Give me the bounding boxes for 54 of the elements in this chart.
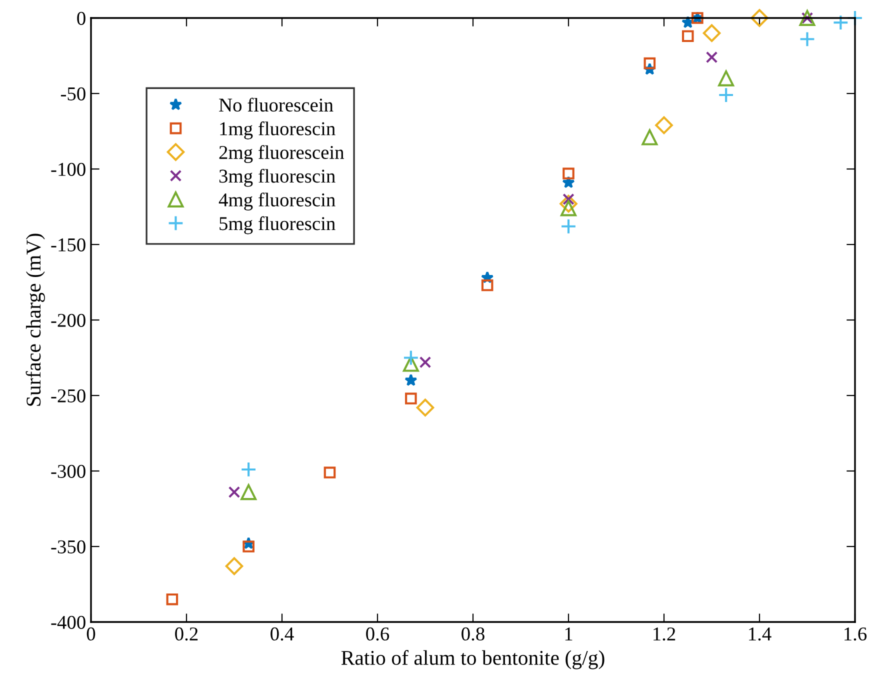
legend-label: 3mg fluorescin	[219, 168, 336, 187]
point	[655, 116, 673, 134]
point	[718, 70, 734, 86]
point	[166, 593, 178, 606]
x-tick-label: 0.8	[462, 627, 484, 641]
x-tick-label: 0.2	[175, 627, 198, 641]
point	[644, 57, 656, 70]
legend-label: 5mg fluorescin	[220, 216, 336, 234]
y-tick-label: -150	[51, 238, 86, 252]
point	[405, 392, 417, 404]
y-axis-title: Surface charge (mV)	[26, 234, 45, 406]
y-tick-label: -50	[60, 87, 86, 100]
point	[560, 218, 576, 234]
legend-label: No fluorescein	[219, 98, 334, 112]
y-tick-label: -100	[51, 162, 86, 176]
x-tick-label: 1	[565, 628, 572, 640]
legend-label: 1mg fluorescin	[220, 121, 336, 140]
point	[240, 462, 257, 478]
x-tick-label: 1.4	[749, 628, 772, 641]
x-tick-label: 0.4	[270, 627, 294, 641]
y-tick-label: -200	[51, 314, 86, 327]
point	[402, 350, 419, 366]
point	[799, 31, 816, 48]
x-tick-label: 1.2	[654, 627, 676, 641]
legend-label: 4mg fluorescin	[218, 192, 336, 210]
y-tick-label: -250	[51, 389, 86, 402]
x-tick-label: 0.6	[366, 627, 390, 641]
point	[225, 557, 244, 576]
legend-label: 2mg fluorescein	[219, 145, 344, 164]
point	[240, 484, 257, 500]
x-axis-title: Ratio of alum to bentonite (g/g)	[341, 650, 604, 670]
point	[560, 194, 578, 213]
x-tick-label: 1.6	[844, 627, 867, 641]
point	[750, 9, 768, 27]
point	[481, 279, 494, 292]
point	[419, 356, 432, 368]
point	[642, 129, 658, 146]
point	[560, 200, 576, 216]
point	[416, 398, 434, 416]
point	[832, 14, 849, 31]
point	[404, 374, 418, 386]
point	[718, 87, 734, 103]
y-tick-label: -300	[51, 464, 86, 478]
point	[702, 24, 721, 42]
point	[324, 466, 336, 478]
point	[682, 30, 694, 42]
point	[228, 486, 240, 498]
y-tick-label: 0	[77, 12, 86, 25]
point	[562, 168, 574, 180]
y-tick-label: -350	[51, 540, 86, 554]
point	[242, 540, 254, 552]
point	[706, 51, 718, 64]
x-tick-label: 0	[86, 627, 96, 641]
y-tick-label: -400	[51, 616, 86, 629]
